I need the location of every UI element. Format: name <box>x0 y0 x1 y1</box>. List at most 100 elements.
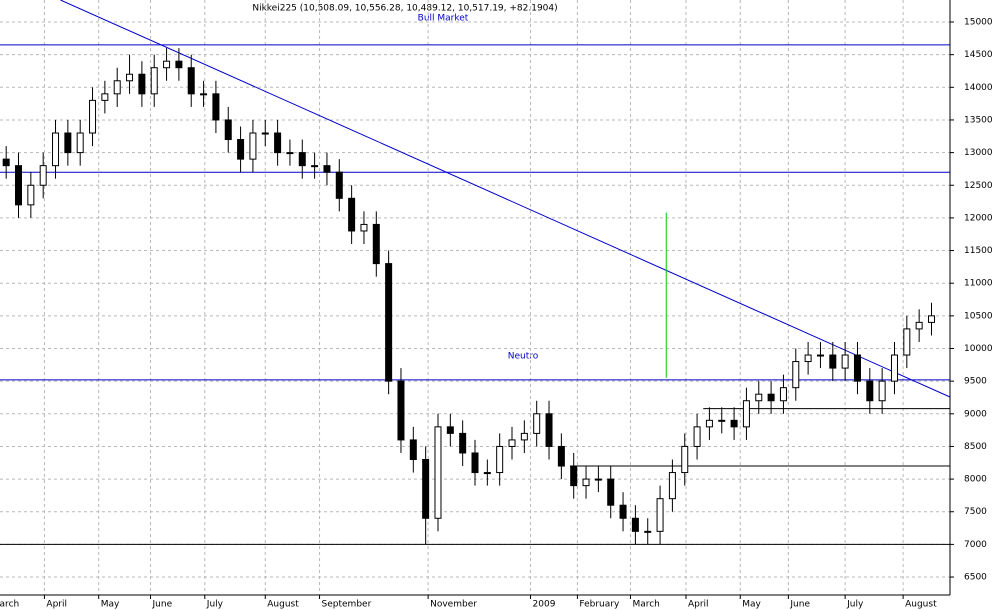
y-tick-label: 8500 <box>964 442 987 452</box>
candle-body <box>619 504 627 519</box>
x-tick-label: April <box>46 600 67 610</box>
candle-body <box>175 60 183 69</box>
candle-body <box>101 93 109 101</box>
candle-body <box>163 60 171 69</box>
candle-body <box>409 439 417 461</box>
candle-body <box>323 165 331 173</box>
chart-title: Nikkei225 (10,508.09, 10,556.28, 10,489.… <box>252 4 557 14</box>
candle-body <box>397 380 405 441</box>
x-tick-label: August <box>267 600 299 610</box>
x-tick-label: August <box>905 600 937 610</box>
candle-body <box>681 445 689 474</box>
y-tick-label: 9500 <box>964 377 987 387</box>
y-tick-label: 10500 <box>964 311 993 321</box>
candle-body <box>138 73 146 95</box>
candle-body <box>15 165 23 206</box>
candle-body <box>693 426 701 447</box>
candle-body <box>656 498 664 532</box>
annotation: Neutro <box>508 352 539 362</box>
candle-body <box>890 354 898 382</box>
candle-body <box>508 439 516 447</box>
candle-body <box>224 119 232 141</box>
candle-body <box>496 445 504 474</box>
candle-body <box>903 328 911 356</box>
candle-body <box>668 472 676 500</box>
candle-body <box>841 354 849 369</box>
candle-body <box>878 380 886 402</box>
y-tick-label: 11500 <box>964 246 993 256</box>
candle-body <box>804 354 812 363</box>
x-tick-label: February <box>579 600 620 610</box>
candle-body <box>89 99 97 134</box>
candle-body <box>520 432 528 441</box>
candle-body <box>705 419 713 428</box>
candle-body <box>533 413 541 434</box>
candle-body <box>853 354 861 382</box>
candle-body <box>261 132 269 135</box>
candle-body <box>483 472 491 475</box>
x-tick-label: July <box>206 600 224 610</box>
candle-body <box>644 530 652 533</box>
candle-body <box>816 354 824 357</box>
candle-body <box>39 165 47 186</box>
candle-body <box>52 132 60 167</box>
y-tick-label: 7500 <box>964 507 987 517</box>
candle-body <box>927 315 935 323</box>
y-tick-label: 13000 <box>964 148 993 158</box>
y-tick-label: 6500 <box>964 573 987 583</box>
x-tick-label: March <box>632 600 659 610</box>
x-tick-label: July <box>846 600 864 610</box>
candle-body <box>730 419 738 428</box>
candle-body <box>2 158 10 167</box>
y-tick-label: 13500 <box>964 115 993 125</box>
y-tick-label: 12500 <box>964 181 993 191</box>
candle-body <box>298 152 306 167</box>
candle-body <box>372 223 380 265</box>
y-tick-label: 12000 <box>964 213 993 223</box>
y-tick-label: 14000 <box>964 83 993 93</box>
candle-body <box>594 478 602 481</box>
candle-body <box>187 67 195 95</box>
candle-body <box>557 445 565 467</box>
candle-body <box>607 478 615 506</box>
candle-body <box>471 452 479 474</box>
candle-body <box>274 132 282 154</box>
y-tick-label: 14500 <box>964 50 993 60</box>
x-tick-label: April <box>688 600 709 610</box>
candle-body <box>286 152 294 155</box>
candle-body <box>150 67 158 95</box>
candle-body <box>385 263 393 382</box>
x-tick-label: May <box>101 600 120 610</box>
candle-body <box>545 413 553 447</box>
candle-body <box>446 426 454 434</box>
x-tick-label: 2009 <box>533 600 556 610</box>
y-tick-label: 7000 <box>964 540 987 550</box>
candle-body <box>570 465 578 487</box>
candle-body <box>348 197 356 232</box>
x-tick-label: June <box>789 600 810 610</box>
y-tick-label: 9000 <box>964 409 987 419</box>
reference-line <box>60 0 951 398</box>
candle-body <box>915 321 923 330</box>
x-tick-label: September <box>322 600 372 610</box>
annotation: Bull Market <box>418 14 469 24</box>
candle-body <box>335 171 343 199</box>
candle-body <box>360 223 368 232</box>
x-tick-label: November <box>430 600 477 610</box>
candle-body <box>126 73 134 82</box>
candle-body <box>767 393 775 402</box>
y-tick-label: 15000 <box>964 18 993 28</box>
candle-body <box>200 93 208 96</box>
candle-body <box>64 132 72 154</box>
y-tick-label: 8000 <box>964 475 987 485</box>
candle-body <box>582 478 590 487</box>
candle-body <box>829 354 837 369</box>
x-tick-label: arch <box>0 600 19 610</box>
candle-body <box>779 387 787 402</box>
candle-body <box>631 517 639 532</box>
candle-body <box>866 380 874 402</box>
candle-body <box>212 93 220 121</box>
candle-body <box>459 432 467 454</box>
candle-body <box>237 139 245 160</box>
